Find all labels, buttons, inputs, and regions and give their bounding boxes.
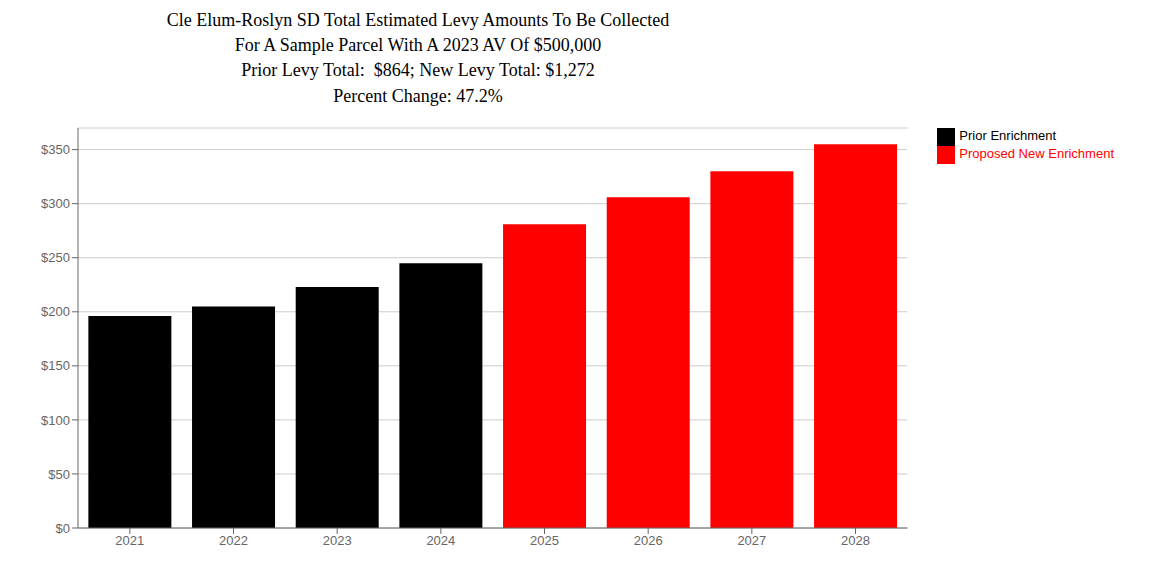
html-text:Cle Elum-Roslyn SD Total Estim: Cle Elum-Roslyn SD Total Estimated Levy … [166, 10, 670, 30]
html-text:Proposed New Enrichment: Proposed New Enrichment [959, 146, 1114, 162]
svg-text:$250: $250 [41, 250, 70, 265]
svg-text:$50: $50 [48, 467, 70, 482]
svg-text:$0: $0 [56, 521, 70, 536]
svg-text:2024: 2024 [426, 533, 455, 548]
svg-text:$150: $150 [41, 358, 70, 373]
html-text:Percent Change: 47.2%: Percent Change: 47.2% [333, 85, 503, 106]
html-text:Prior Enrichment: Prior Enrichment [959, 128, 1057, 144]
html-text:For A Sample Parcel With A 202: For A Sample Parcel With A 2023 AV Of $5… [234, 35, 602, 56]
svg-text:2027: 2027 [737, 533, 766, 548]
svg-text:2028: 2028 [841, 533, 870, 548]
svg-text:$200: $200 [41, 304, 70, 319]
svg-text:2025: 2025 [530, 533, 559, 548]
svg-text:$350: $350 [41, 142, 70, 157]
svg-text:2021: 2021 [115, 533, 144, 548]
svg-text:$300: $300 [41, 196, 70, 211]
svg-text:2023: 2023 [323, 533, 352, 548]
svg-text:2022: 2022 [219, 533, 248, 548]
svg-text:2026: 2026 [634, 533, 663, 548]
svg-text:$100: $100 [41, 413, 70, 428]
html-text:Prior Levy Total: $864; New Le: Prior Levy Total: $864; New Levy Total: … [241, 60, 595, 81]
